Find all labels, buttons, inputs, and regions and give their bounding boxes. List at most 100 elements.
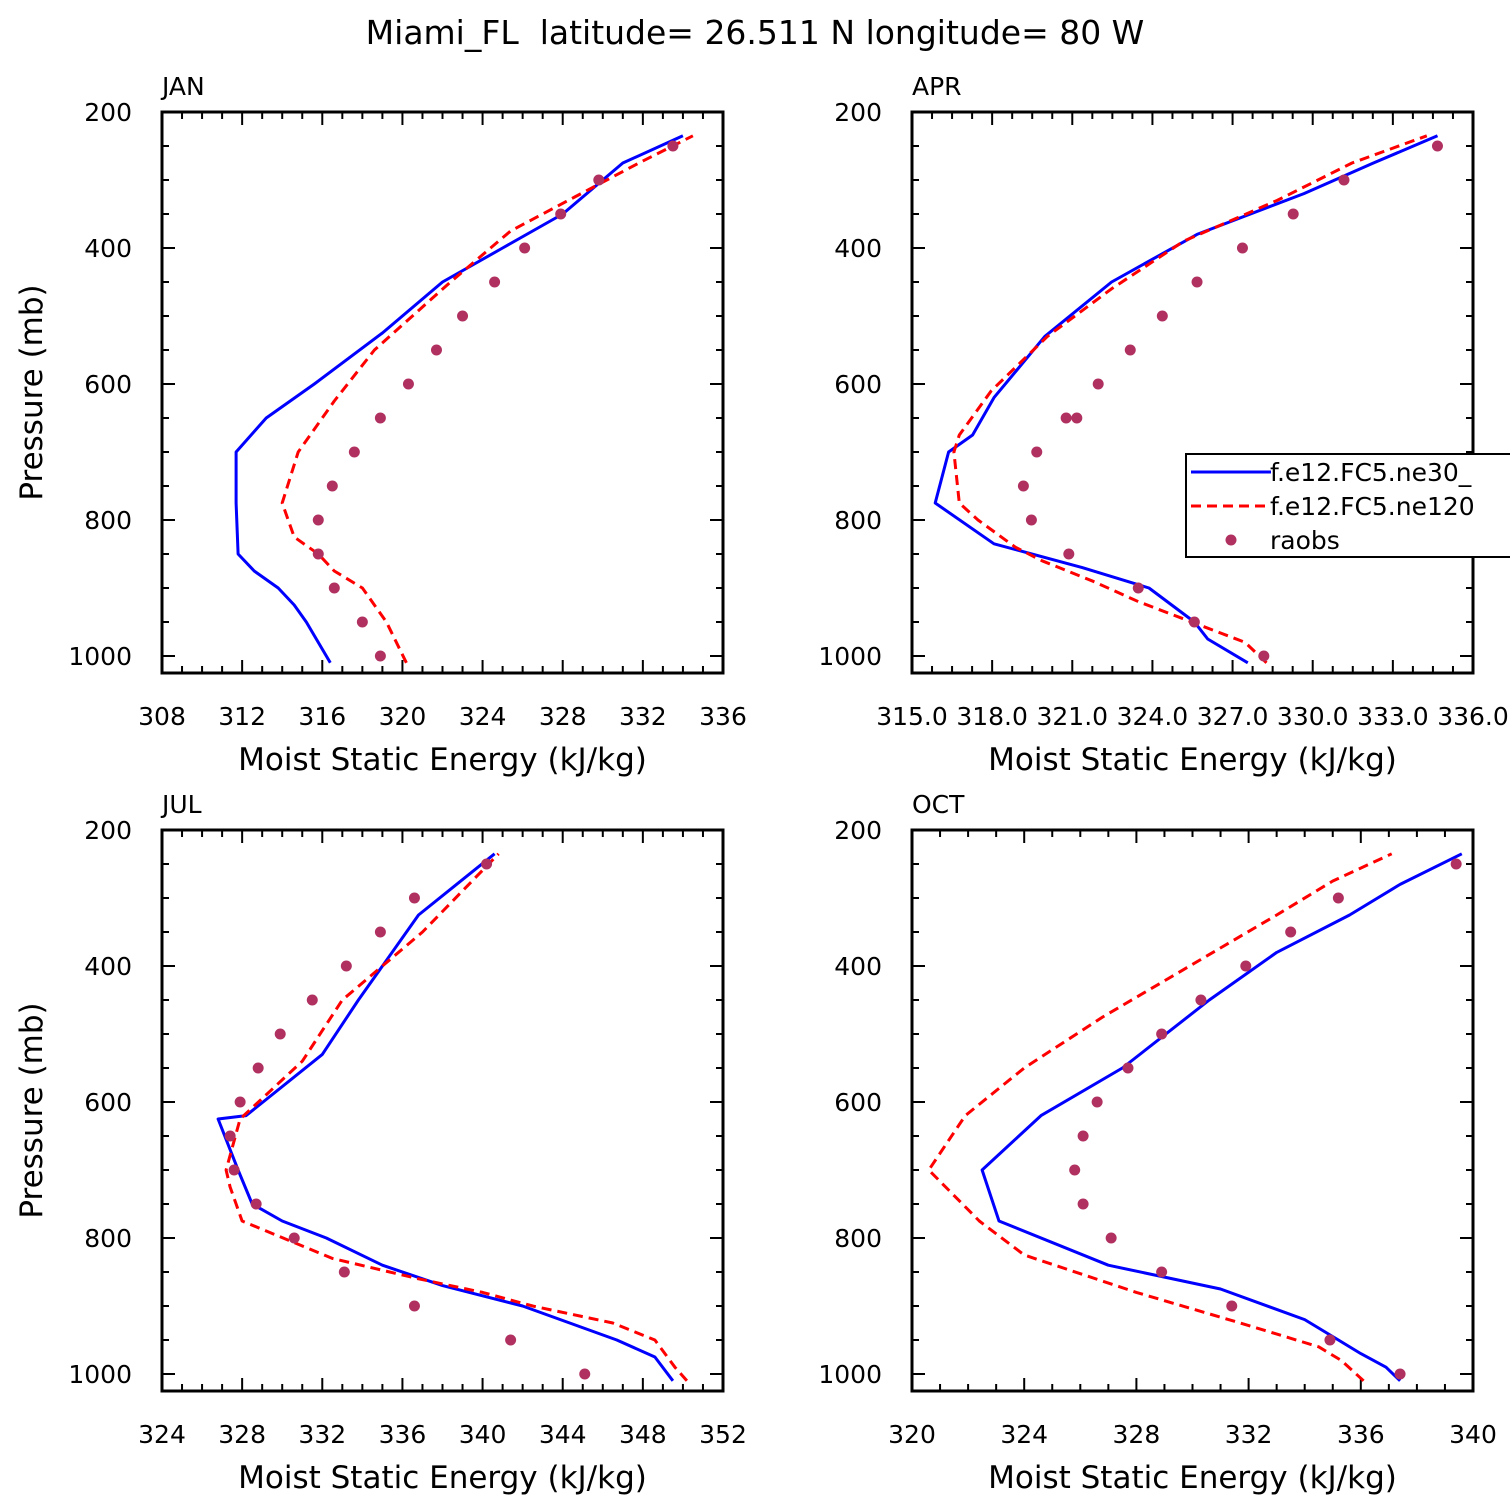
y-tick-label: 600 — [84, 1088, 132, 1117]
y-tick-label: 1000 — [818, 1360, 882, 1389]
legend-label: f.e12.FC5.ne120 — [1270, 492, 1475, 521]
raobs-point — [1156, 1028, 1168, 1040]
y-tick-label: 200 — [834, 816, 882, 845]
series-line-f-e12-fc5-ne120 — [927, 852, 1393, 1382]
axes-frame — [160, 110, 725, 675]
panel-label: APR — [912, 72, 962, 101]
plot-area — [933, 134, 1443, 665]
y-axis-label: Pressure (mb) — [14, 284, 50, 500]
raobs-point — [288, 1232, 300, 1244]
raobs-point — [402, 378, 414, 390]
x-tick-label: 324 — [1000, 1420, 1048, 1449]
raobs-point — [348, 446, 360, 458]
x-tick-label: 315.0 — [876, 702, 948, 731]
x-tick-label: 318.0 — [956, 702, 1028, 731]
x-tick-label: 352 — [699, 1420, 747, 1449]
series-line-f-e12-fc5-ne30- — [933, 134, 1439, 665]
raobs-point — [328, 582, 340, 594]
plot-area — [927, 852, 1463, 1382]
raobs-point — [326, 480, 338, 492]
raobs-point — [374, 926, 386, 938]
x-tick-label: 340 — [459, 1420, 507, 1449]
axes-frame — [160, 828, 725, 1393]
x-axis-label: Moist Static Energy (kJ/kg) — [238, 742, 647, 778]
raobs-point — [408, 1300, 420, 1312]
axes-frame — [910, 110, 1475, 675]
panel-apr: APR 315.0 318.0 321.0 324.0 327.0 330.0 333.0 33… — [818, 72, 1510, 778]
raobs-point — [1236, 242, 1248, 254]
x-tick-label: 332 — [1225, 1420, 1273, 1449]
x-tick-label: 324 — [459, 702, 507, 731]
x-tick-label: 336.0 — [1437, 702, 1509, 731]
raobs-point — [224, 1130, 236, 1142]
raobs-point — [1077, 1130, 1089, 1142]
raobs-point — [1091, 1096, 1103, 1108]
x-tick-label: 336 — [379, 1420, 427, 1449]
x-tick-label: 320 — [888, 1420, 936, 1449]
raobs-point — [1124, 344, 1136, 356]
panel-label: JAN — [160, 72, 205, 101]
raobs-point — [579, 1368, 591, 1380]
x-axis-label: Moist Static Energy (kJ/kg) — [988, 742, 1397, 778]
y-tick-label: 200 — [84, 98, 132, 127]
panel-label: OCT — [912, 790, 965, 819]
y-tick-label: 600 — [84, 370, 132, 399]
raobs-point — [1025, 514, 1037, 526]
raobs-point — [1156, 1266, 1168, 1278]
y-tick-label: 400 — [834, 952, 882, 981]
raobs-point — [306, 994, 318, 1006]
raobs-point — [250, 1198, 262, 1210]
axes-frame — [910, 828, 1475, 1393]
raobs-point — [1191, 276, 1203, 288]
raobs-point — [1092, 378, 1104, 390]
legend: f.e12.FC5.ne30_ f.e12.FC5.ne120 raobs — [1185, 453, 1510, 558]
raobs-point — [430, 344, 442, 356]
x-tick-label: 332 — [298, 1420, 346, 1449]
raobs-point — [1240, 960, 1252, 972]
raobs-point — [457, 310, 469, 322]
raobs-point — [1450, 858, 1462, 870]
raobs-point — [338, 1266, 350, 1278]
plot-area — [216, 852, 689, 1382]
raobs-point — [1122, 1062, 1134, 1074]
x-tick-label: 324 — [138, 1420, 186, 1449]
x-tick-label: 328 — [218, 1420, 266, 1449]
y-tick-label: 200 — [84, 816, 132, 845]
series-line-f-e12-fc5-ne30- — [234, 134, 684, 664]
y-tick-label: 600 — [834, 1088, 882, 1117]
raobs-point — [1077, 1198, 1089, 1210]
raobs-point — [374, 650, 386, 662]
raobs-point — [1156, 310, 1168, 322]
raobs-point — [1060, 412, 1072, 424]
series-line-f-e12-fc5-ne120 — [224, 852, 689, 1382]
x-tick-label: 320 — [379, 702, 427, 731]
x-tick-label: 316 — [298, 702, 346, 731]
y-tick-label: 1000 — [68, 642, 132, 671]
y-tick-label: 400 — [84, 952, 132, 981]
raobs-point — [252, 1062, 264, 1074]
series-line-f-e12-fc5-ne120 — [280, 134, 694, 664]
raobs-point — [1063, 548, 1075, 560]
panel-label: JUL — [160, 790, 202, 819]
raobs-point — [340, 960, 352, 972]
raobs-point — [1017, 480, 1029, 492]
raobs-point — [1394, 1368, 1406, 1380]
x-tick-label: 340 — [1449, 1420, 1497, 1449]
raobs-point — [408, 892, 420, 904]
x-tick-label: 344 — [539, 1420, 587, 1449]
x-tick-label: 321.0 — [1036, 702, 1108, 731]
raobs-point — [1332, 892, 1344, 904]
raobs-point — [312, 548, 324, 560]
x-tick-label: 312 — [218, 702, 266, 731]
raobs-point — [505, 1334, 517, 1346]
raobs-point — [519, 242, 531, 254]
x-tick-label: 348 — [619, 1420, 667, 1449]
legend-label: f.e12.FC5.ne30_ — [1270, 458, 1472, 487]
raobs-point — [312, 514, 324, 526]
x-tick-label: 324.0 — [1117, 702, 1189, 731]
panel-jan: JAN 308 312 316 320 324 328 332 336 200 400 600 800 1… — [14, 72, 747, 778]
raobs-point — [1431, 140, 1443, 152]
raobs-point — [1071, 412, 1083, 424]
y-tick-label: 400 — [84, 234, 132, 263]
x-tick-label: 330.0 — [1277, 702, 1349, 731]
